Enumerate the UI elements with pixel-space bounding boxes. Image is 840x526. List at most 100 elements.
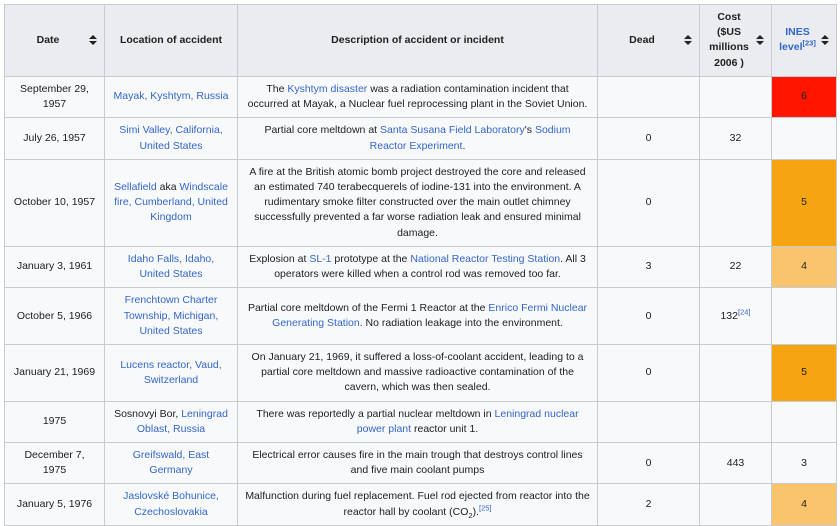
wiki-link[interactable]: Santa Susana Field Laboratory — [380, 124, 525, 137]
wiki-link[interactable]: Frenchtown Charter Township, Michigan, U… — [123, 294, 219, 337]
cell-location: Sosnovyi Bor, Leningrad Oblast, Russia — [104, 400, 238, 444]
cell-location: Mayak, Kyshtym, Russia — [104, 75, 238, 119]
plain-text: reactor unit 1. — [411, 422, 479, 435]
wiki-link[interactable]: Leningrad Oblast, Russia — [136, 407, 228, 435]
column-header-ines-level[interactable]: INES level[23] — [771, 4, 837, 77]
cell-date: September 29, 1957 — [4, 75, 105, 119]
plain-text: A fire at the British atomic bomb projec… — [249, 165, 586, 239]
wiki-link[interactable]: Jaslovské Bohunice, Czechoslovakia — [123, 490, 219, 518]
column-header-dead[interactable]: Dead — [597, 4, 700, 77]
nuclear-accidents-table: Date Location of accident Description of… — [4, 4, 837, 526]
wiki-link[interactable]: National Reactor Testing Station — [410, 252, 561, 265]
reference-marker[interactable]: [24] — [738, 307, 751, 316]
table-row: January 5, 1976 Jaslovské Bohunice, Czech… — [4, 483, 837, 526]
cost-line-3: millions — [709, 41, 749, 54]
cell-cost — [699, 483, 772, 526]
cell-dead: 0 — [597, 343, 700, 402]
plain-text: prototype at the — [331, 252, 411, 265]
plain-text: was a radiation contamination incident t… — [247, 82, 588, 111]
table-row: January 3, 1961 Idaho Falls, Idaho, Unite… — [4, 245, 837, 289]
cell-cost: 132[24] — [699, 287, 772, 345]
cell-date: January 21, 1969 — [4, 343, 105, 402]
wiki-link[interactable]: Greifswald, East Germany — [132, 449, 210, 477]
plain-text: Partial core meltdown of the Fermi 1 Rea… — [247, 301, 489, 314]
wiki-link[interactable]: Mayak, Kyshtym, Russia — [113, 90, 229, 103]
column-header-description[interactable]: Description of accident or incident — [237, 4, 598, 77]
plain-text: . All 3 operators were killed when a con… — [274, 252, 586, 281]
plain-text: 32 — [729, 131, 742, 144]
ines-level-link[interactable]: INES level — [779, 26, 810, 54]
sort-updown-icon[interactable] — [820, 33, 829, 47]
cell-date: 1975 — [4, 400, 105, 444]
reference-marker[interactable]: [25] — [479, 503, 492, 512]
cell-ines-level: 3 — [771, 442, 837, 485]
plain-text: Electrical error causes fire in the main… — [252, 449, 583, 477]
cell-ines-level — [771, 400, 837, 444]
sort-updown-icon[interactable] — [683, 33, 692, 47]
cost-line-2: ($US — [717, 26, 741, 39]
cell-ines-level: 4 — [771, 483, 837, 526]
cell-location: Greifswald, East Germany — [104, 442, 238, 485]
table-row: December 7, 1975 Greifswald, East Germany… — [4, 442, 837, 485]
cell-ines-level: 4 — [771, 245, 837, 289]
wiki-link[interactable]: SL-1 — [309, 252, 332, 265]
cell-dead: 0 — [597, 117, 700, 160]
cell-location: Frenchtown Charter Township, Michigan, U… — [104, 287, 238, 345]
cell-cost: 22 — [699, 245, 772, 289]
reference-link[interactable]: [24] — [738, 307, 751, 316]
plain-text: 132 — [720, 309, 738, 322]
cell-cost — [699, 343, 772, 402]
wiki-link[interactable]: Kyshtym disaster — [287, 82, 368, 95]
reference-link[interactable]: [23] — [802, 38, 816, 48]
table-row: January 21, 1969 Lucens reactor, Vaud, Sw… — [4, 343, 837, 402]
cell-dead: 0 — [597, 287, 700, 345]
cell-date: January 5, 1976 — [4, 483, 105, 526]
plain-text: Partial core meltdown at — [264, 124, 380, 137]
cell-cost — [699, 400, 772, 444]
wiki-link[interactable]: Enrico Fermi Nuclear Generating Station — [272, 301, 588, 330]
cell-ines-level — [771, 117, 837, 160]
column-header-dead-label: Dead — [629, 33, 655, 46]
wiki-link[interactable]: Sellafield — [114, 180, 157, 193]
cell-cost — [699, 75, 772, 119]
cell-cost — [699, 158, 772, 247]
plain-text: 443 — [726, 456, 745, 469]
wiki-link[interactable]: Lucens reactor, Vaud, Switzerland — [120, 358, 222, 386]
cell-cost: 32 — [699, 117, 772, 160]
cell-description: A fire at the British atomic bomb projec… — [237, 158, 598, 247]
cell-description: There was reportedly a partial nuclear m… — [237, 400, 598, 444]
column-header-cost[interactable]: Cost ($US millions 2006 ) — [699, 4, 772, 77]
cell-date: October 5, 1966 — [4, 287, 105, 345]
table-body: September 29, 1957 Mayak, Kyshtym, Russia… — [4, 75, 837, 526]
cell-dead: 0 — [597, 158, 700, 247]
plain-text: There was reportedly a partial nuclear m… — [256, 407, 495, 420]
plain-text: . — [462, 139, 466, 152]
wiki-link[interactable]: Windscale fire, Cumberland, United Kingd… — [114, 180, 228, 224]
plain-text: . No radiation leakage into the environm… — [359, 317, 563, 330]
wiki-link[interactable]: Sodium Reactor Experiment — [369, 124, 571, 152]
table-row: October 5, 1966 Frenchtown Charter Townsh… — [4, 287, 837, 345]
sort-updown-icon[interactable] — [88, 33, 97, 47]
sort-updown-icon[interactable] — [755, 33, 764, 47]
table-row: 1975 Sosnovyi Bor, Leningrad Oblast, Russ… — [4, 400, 837, 444]
cell-description: Explosion at SL-1 prototype at the Natio… — [237, 245, 598, 289]
cell-ines-level: 5 — [771, 158, 837, 247]
cell-location: Jaslovské Bohunice, Czechoslovakia — [104, 483, 238, 526]
table-row: October 10, 1957 Sellafield aka Windscale… — [4, 158, 837, 247]
plain-text: 22 — [729, 260, 742, 273]
cell-date: July 26, 1957 — [4, 117, 105, 160]
cell-description: Electrical error causes fire in the main… — [237, 442, 598, 485]
wiki-link[interactable]: Idaho Falls, Idaho, United States — [127, 252, 215, 281]
reference-link[interactable]: [25] — [478, 503, 492, 513]
cell-date: December 7, 1975 — [4, 442, 105, 485]
plain-text: On January 21, 1969, it suffered a loss-… — [251, 350, 584, 394]
plain-text: 's — [524, 124, 535, 137]
reference-marker[interactable]: [23] — [803, 39, 816, 48]
column-header-location[interactable]: Location of accident — [104, 4, 238, 77]
wiki-link[interactable]: Leningrad nuclear power plant — [356, 407, 579, 435]
wiki-link[interactable]: Simi Valley, California, United States — [119, 124, 223, 152]
cell-dead — [597, 75, 700, 119]
cell-date: October 10, 1957 — [4, 158, 105, 247]
column-header-date[interactable]: Date — [4, 4, 105, 77]
